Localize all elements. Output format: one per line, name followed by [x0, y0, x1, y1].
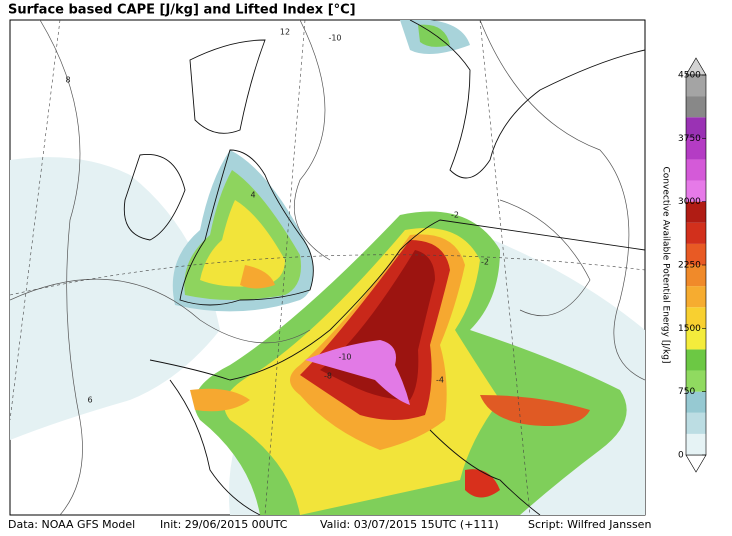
cape-band [465, 469, 500, 498]
colorbar-band [686, 328, 706, 350]
colorbar-band [686, 349, 706, 371]
colorbar-tick-label: 2250 [678, 261, 701, 271]
contour-label: -2 [451, 211, 459, 220]
colorbar-band [686, 159, 706, 181]
colorbar-band [686, 286, 706, 308]
contour-labels: -10 -8 12 -10 8 4 -2 -2 6 -4 [65, 28, 489, 405]
footer-valid: Valid: 03/07/2015 15UTC (+111) [320, 518, 499, 531]
contour-label: -8 [324, 372, 332, 381]
contour-label: 8 [65, 76, 70, 85]
contour-label: -10 [328, 34, 341, 43]
colorbar-tick-label: 0 [678, 451, 684, 461]
colorbar-tick-label: 3750 [678, 134, 701, 144]
colorbar-band [686, 96, 706, 118]
colorbar-band [686, 433, 706, 455]
colorbar-tick-label: 750 [678, 387, 695, 397]
colorbar-tick-label: 3000 [678, 197, 701, 207]
colorbar-band [686, 75, 706, 97]
cape-band [480, 395, 590, 426]
map-area: -10 -8 12 -10 8 4 -2 -2 6 -4 [9, 19, 646, 516]
colorbar-extend-bottom [685, 454, 707, 473]
contour-label: 6 [87, 396, 92, 405]
contour-label: -2 [481, 258, 489, 267]
colorbar-band [686, 391, 706, 413]
colorbar-band [686, 370, 706, 392]
contour-label: -4 [436, 376, 444, 385]
colorbar-band [686, 117, 706, 139]
colorbar-tick-label: 1500 [678, 324, 701, 334]
colorbar-tick-label: 4500 [678, 71, 701, 81]
contour-label: 12 [280, 28, 290, 37]
colorbar-band [686, 307, 706, 329]
colorbar-band [686, 412, 706, 434]
colorbar-band [686, 180, 706, 202]
cape-low [10, 157, 220, 440]
contour-label: 4 [250, 191, 255, 200]
colorbar-label: Convective Available Potential Energy [J… [661, 167, 671, 364]
colorbar-band [686, 222, 706, 244]
cape-band [418, 24, 450, 47]
colorbar-band [686, 201, 706, 223]
cape-band [200, 200, 285, 287]
contour-label: -10 [338, 353, 351, 362]
cape-band [305, 340, 410, 405]
cape-band [240, 265, 275, 289]
colorbar-band [686, 243, 706, 265]
footer-init: Init: 29/06/2015 00UTC [160, 518, 288, 531]
colorbar-band [686, 265, 706, 287]
footer-source: Data: NOAA GFS Model [8, 518, 135, 531]
cape-band [190, 388, 250, 412]
colorbar-band [686, 138, 706, 160]
isolines [10, 20, 645, 515]
coastlines [123, 20, 645, 515]
colorbar: 0 750 1500 2250 3000 3750 4500 Convective Avail… [661, 57, 707, 473]
map-title: Surface based CAPE [J/kg] and Lifted Ind… [8, 3, 356, 18]
graticule [10, 20, 645, 515]
footer-script: Script: Wilfred Janssen [528, 518, 651, 531]
cape-field [10, 20, 645, 515]
